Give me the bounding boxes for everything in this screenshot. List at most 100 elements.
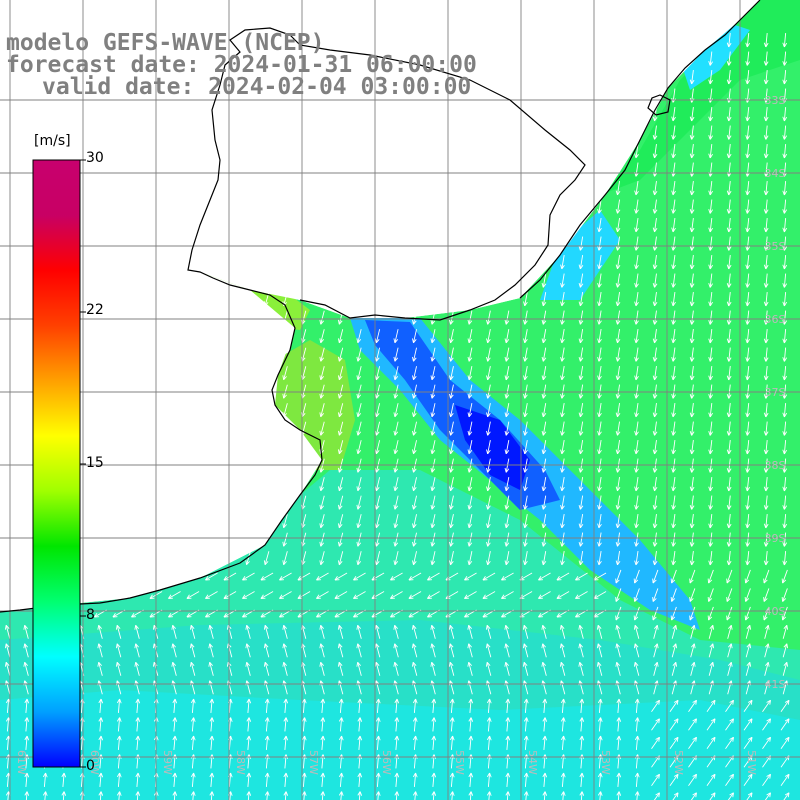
wind-arrow [782, 180, 788, 196]
wind-arrow [523, 477, 528, 492]
wind-arrow [556, 591, 570, 599]
wind-arrow [745, 513, 751, 529]
wind-arrow [541, 366, 547, 381]
wind-arrow [337, 532, 344, 547]
wind-arrow [542, 717, 548, 732]
wind-arrow [708, 273, 713, 288]
wind-arrow [190, 772, 196, 788]
wind-arrow [209, 735, 215, 751]
wind-arrow [726, 402, 732, 418]
wind-arrow [504, 643, 510, 658]
wind-arrow [634, 366, 639, 381]
wind-arrow [523, 440, 528, 455]
wind-arrow [689, 199, 695, 214]
wind-arrow [504, 532, 510, 547]
wind-arrow [264, 717, 270, 732]
wind-arrow [671, 643, 678, 658]
wind-arrow [763, 180, 769, 196]
wind-arrow [634, 698, 640, 714]
wind-arrow [725, 736, 734, 749]
wind-arrow [763, 347, 769, 362]
wind-arrow [579, 717, 585, 732]
wind-arrow [42, 791, 48, 800]
wind-arrow [134, 624, 140, 639]
wind-arrow [597, 273, 602, 288]
wind-arrow [356, 403, 362, 418]
wind-arrow [652, 384, 658, 399]
wind-arrow [171, 661, 177, 676]
wind-arrow [726, 51, 732, 66]
wind-arrow [652, 125, 658, 140]
wind-arrow [189, 624, 196, 639]
wind-arrow [671, 144, 676, 159]
wind-arrow [634, 551, 639, 566]
wind-arrow [782, 69, 788, 85]
wind-arrow [615, 384, 621, 399]
wind-arrow [633, 661, 640, 676]
wind-arrow [559, 661, 566, 676]
wind-arrow [430, 458, 436, 473]
wind-arrow [560, 458, 565, 473]
wind-arrow [319, 384, 325, 399]
wind-arrow [726, 439, 732, 455]
wind-arrow [449, 440, 454, 455]
wind-arrow [782, 125, 788, 140]
wind-arrow [209, 791, 215, 800]
wind-arrow [560, 477, 565, 492]
wind-arrow [762, 718, 771, 731]
wind-arrow [430, 329, 436, 344]
wind-arrow [337, 643, 344, 658]
wind-arrow [689, 328, 695, 344]
wind-arrow [689, 476, 695, 492]
wind-arrow [763, 32, 769, 48]
wind-arrow [726, 347, 732, 362]
wind-arrow [763, 606, 770, 621]
wind-arrow [708, 291, 713, 307]
wind-arrow [223, 572, 237, 581]
wind-arrow [337, 421, 344, 436]
wind-arrow [338, 717, 344, 732]
wind-arrow [615, 292, 621, 307]
wind-arrow [597, 698, 603, 714]
wind-arrow [171, 643, 177, 658]
wind-arrow [763, 254, 769, 270]
wind-arrow [745, 661, 752, 676]
wind-arrow [523, 384, 528, 399]
wind-arrow [560, 292, 565, 307]
wind-arrow [467, 347, 473, 362]
wind-arrow [615, 606, 622, 621]
wind-arrow [597, 735, 603, 751]
wind-arrow [282, 532, 288, 547]
wind-arrow [782, 365, 788, 381]
wind-arrow [651, 736, 660, 749]
lat-label: 35S [765, 240, 786, 253]
wind-arrow [356, 440, 362, 455]
wind-arrow [726, 513, 732, 529]
wind-arrow [541, 384, 547, 399]
wind-arrow [209, 717, 215, 732]
wind-arrow [671, 440, 676, 455]
wind-arrow [190, 717, 196, 732]
wind-arrow [671, 329, 676, 344]
wind-arrow [745, 643, 752, 658]
wind-arrow [578, 495, 584, 510]
wind-arrow [578, 532, 584, 547]
wind-arrow [541, 551, 547, 566]
wind-arrow [431, 772, 437, 788]
wind-arrow [689, 291, 695, 307]
wind-arrow [615, 421, 621, 436]
lagoon-shore [647, 94, 671, 116]
wind-arrow [97, 661, 103, 676]
wind-arrow [763, 495, 769, 510]
wind-arrow [597, 551, 602, 566]
wind-arrow [393, 514, 399, 529]
wind-arrow [467, 384, 473, 399]
wind-arrow [597, 384, 602, 399]
wind-arrow [356, 495, 362, 510]
wind-arrow [356, 661, 362, 676]
wind-arrow [374, 624, 381, 639]
lat-label: 33S [765, 94, 786, 107]
wind-arrow [671, 624, 678, 639]
wind-arrow [504, 403, 510, 418]
wind-arrow [393, 421, 399, 436]
